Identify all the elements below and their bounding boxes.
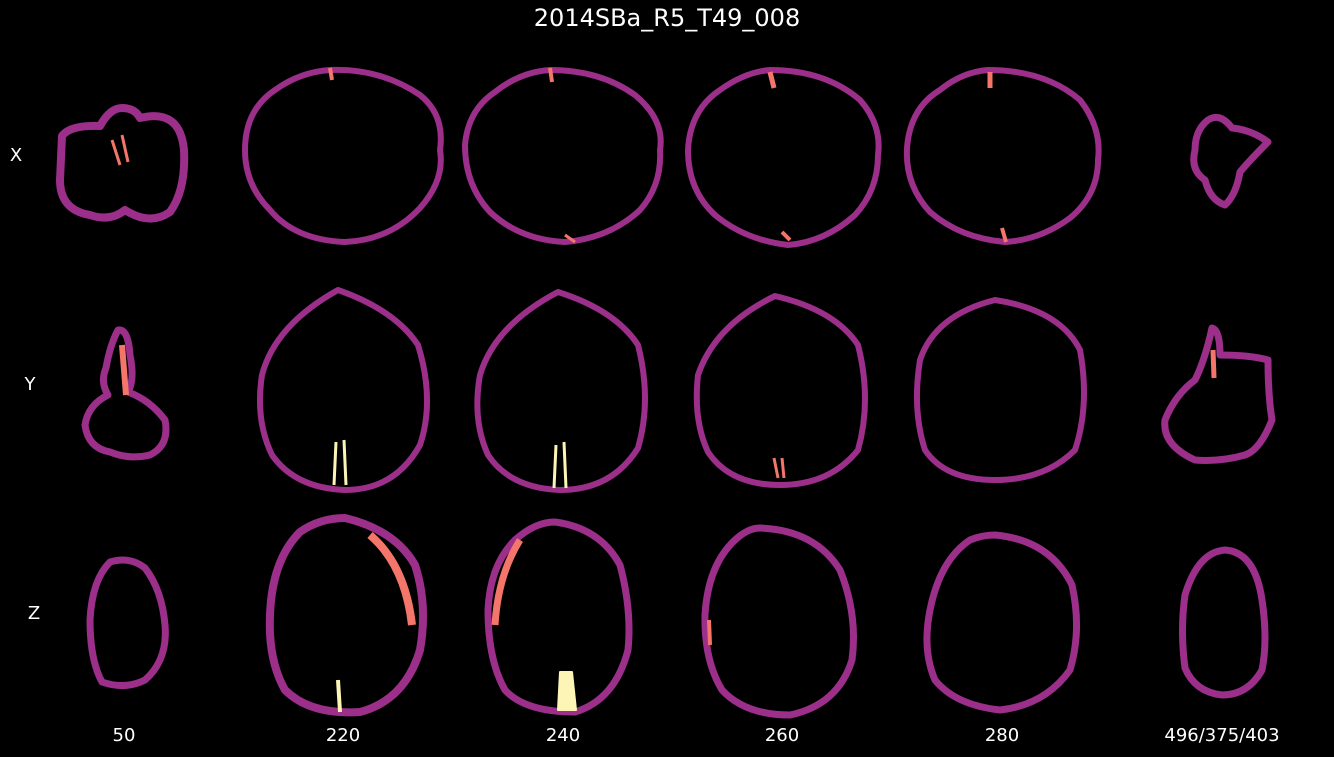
slice-y-summary bbox=[1165, 328, 1272, 460]
slice-z-240 bbox=[488, 522, 629, 712]
slice-z-260 bbox=[705, 528, 854, 715]
slice-y-260 bbox=[697, 296, 865, 485]
slice-x-240 bbox=[465, 68, 661, 242]
slice-y-280 bbox=[917, 300, 1084, 480]
slice-y-50 bbox=[85, 330, 166, 457]
slice-z-220 bbox=[270, 518, 423, 712]
slice-y-240 bbox=[477, 292, 645, 490]
slice-y-220 bbox=[260, 290, 427, 490]
slice-x-50 bbox=[60, 108, 184, 219]
slice-x-260 bbox=[688, 70, 879, 245]
slice-x-summary bbox=[1194, 117, 1268, 205]
slice-z-50 bbox=[90, 560, 165, 686]
slice-x-280 bbox=[907, 70, 1099, 242]
slice-z-280 bbox=[927, 535, 1077, 710]
slice-z-summary bbox=[1183, 550, 1266, 695]
slice-x-220 bbox=[245, 68, 441, 242]
